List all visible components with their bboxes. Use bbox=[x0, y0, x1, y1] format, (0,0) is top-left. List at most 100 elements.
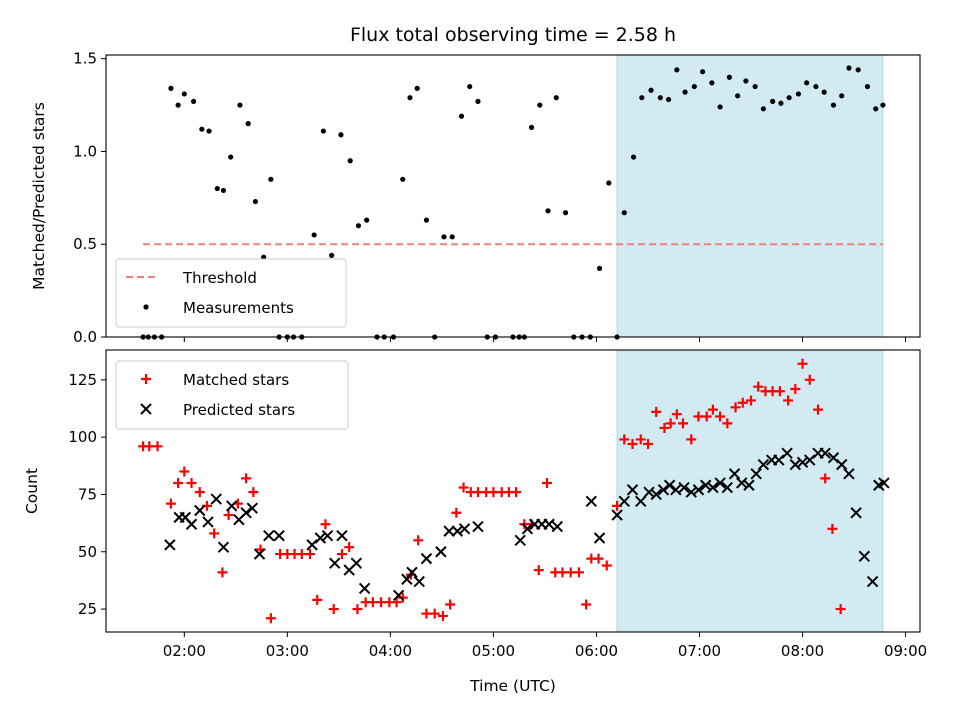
legend-box bbox=[115, 258, 347, 328]
chart-title: Flux total observing time = 2.58 h bbox=[350, 24, 676, 46]
y-tick-label: 0.5 bbox=[73, 235, 97, 253]
data-point bbox=[225, 500, 238, 512]
data-point bbox=[210, 493, 222, 505]
data-point bbox=[511, 487, 522, 498]
data-point bbox=[451, 507, 462, 518]
data-point bbox=[194, 487, 205, 498]
data-point bbox=[320, 128, 327, 134]
data-point bbox=[537, 102, 543, 108]
data-point bbox=[467, 83, 473, 90]
data-point bbox=[650, 488, 662, 501]
data-point bbox=[864, 83, 871, 90]
highlight-region bbox=[616, 54, 884, 338]
data-point bbox=[746, 395, 757, 406]
x-tick-label: 05:00 bbox=[472, 642, 515, 660]
data-point bbox=[228, 154, 234, 160]
data-point bbox=[699, 479, 712, 491]
data-point bbox=[835, 604, 846, 615]
data-point bbox=[328, 604, 339, 615]
data-point bbox=[709, 80, 715, 86]
data-point bbox=[701, 411, 712, 422]
data-point bbox=[671, 409, 682, 420]
data-point bbox=[173, 477, 184, 488]
data-point bbox=[643, 486, 655, 498]
data-point bbox=[757, 458, 770, 471]
data-point bbox=[543, 518, 555, 530]
data-point bbox=[593, 532, 606, 544]
data-point bbox=[743, 78, 749, 84]
series-matched-stars bbox=[138, 359, 846, 624]
data-point bbox=[835, 458, 848, 471]
data-point bbox=[778, 100, 784, 106]
data-point bbox=[774, 386, 785, 397]
data-point bbox=[305, 549, 316, 560]
data-point bbox=[715, 411, 726, 422]
data-point bbox=[627, 439, 638, 449]
data-point bbox=[726, 74, 732, 80]
data-point bbox=[659, 422, 670, 433]
data-point bbox=[263, 529, 275, 542]
data-point bbox=[648, 87, 654, 93]
data-point bbox=[414, 85, 420, 91]
data-point bbox=[611, 509, 623, 521]
data-point bbox=[165, 498, 176, 509]
data-point bbox=[692, 484, 705, 496]
data-point bbox=[804, 80, 810, 86]
data-point bbox=[714, 477, 726, 489]
data-point bbox=[855, 67, 861, 73]
y-tick-label: 50 bbox=[78, 543, 97, 561]
data-point bbox=[253, 548, 266, 560]
data-point bbox=[350, 557, 363, 569]
data-point bbox=[164, 539, 176, 551]
data-point bbox=[240, 507, 252, 519]
data-point bbox=[533, 565, 544, 576]
data-point bbox=[542, 477, 553, 488]
data-point bbox=[475, 98, 481, 104]
data-point bbox=[621, 210, 627, 216]
data-point bbox=[830, 102, 837, 108]
data-point bbox=[691, 83, 697, 90]
data-point bbox=[642, 439, 653, 449]
data-point bbox=[783, 395, 794, 406]
data-point bbox=[209, 528, 220, 539]
data-point bbox=[781, 447, 793, 459]
data-point bbox=[185, 518, 198, 530]
data-point bbox=[443, 525, 455, 537]
data-point bbox=[635, 434, 646, 445]
data-point bbox=[707, 404, 718, 415]
bottom-panel: 25 50 75 100 125 02:00 03:00 04:00 05:00 06:00 07:… bbox=[23, 350, 927, 660]
data-point bbox=[593, 553, 604, 564]
legend: Matched stars Predicted stars bbox=[115, 360, 349, 430]
data-point bbox=[820, 473, 831, 484]
data-point bbox=[528, 124, 535, 130]
data-point bbox=[252, 198, 259, 205]
y-tick-label: 1.0 bbox=[73, 142, 97, 160]
legend-x-swatch bbox=[140, 403, 152, 415]
data-point bbox=[651, 406, 662, 417]
data-point bbox=[190, 98, 197, 104]
data-point bbox=[730, 402, 741, 413]
data-point bbox=[186, 477, 197, 488]
data-point bbox=[248, 487, 259, 498]
data-point bbox=[657, 95, 663, 101]
data-point bbox=[665, 96, 672, 103]
data-point bbox=[336, 529, 348, 542]
data-point bbox=[152, 441, 163, 452]
y-tick-label: 25 bbox=[78, 600, 97, 618]
data-point bbox=[217, 541, 230, 553]
data-point bbox=[268, 176, 274, 182]
data-point bbox=[521, 523, 534, 535]
data-point bbox=[246, 502, 259, 514]
data-point bbox=[429, 608, 440, 619]
data-point bbox=[846, 65, 852, 71]
data-point bbox=[355, 223, 362, 229]
series-predicted-stars bbox=[164, 447, 890, 602]
data-point bbox=[217, 567, 228, 578]
data-point bbox=[347, 158, 353, 164]
data-point bbox=[445, 599, 456, 610]
data-point bbox=[401, 573, 413, 585]
data-point bbox=[451, 525, 464, 537]
data-point bbox=[789, 458, 802, 471]
data-point bbox=[581, 599, 592, 610]
data-point bbox=[320, 519, 331, 530]
